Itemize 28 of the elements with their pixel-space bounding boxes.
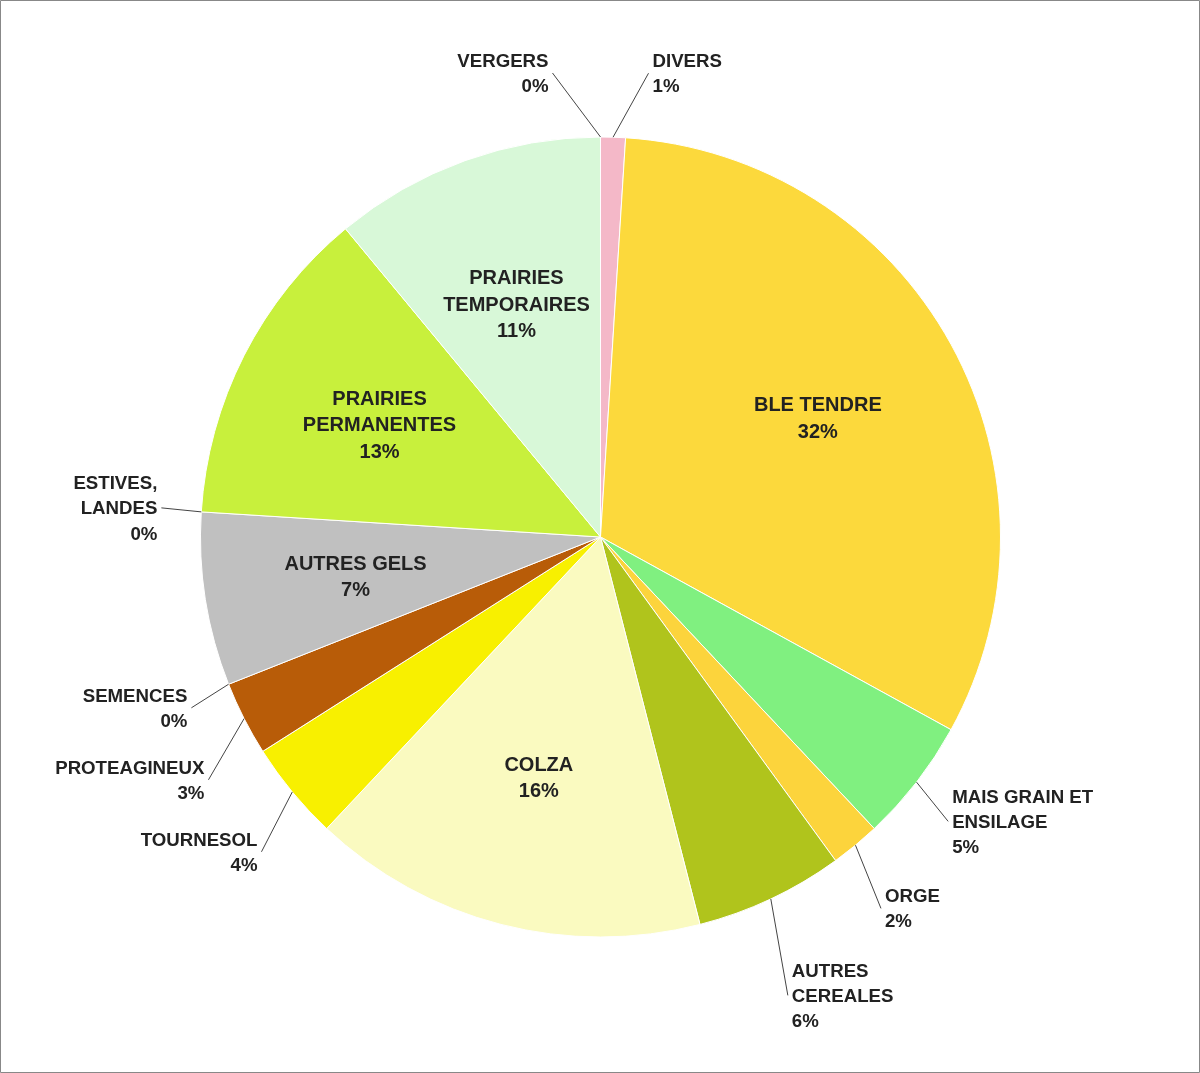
data-label: 16% <box>518 779 560 802</box>
slice-label: COLZA <box>504 753 574 776</box>
slice-label: MAIS GRAIN ET ENSILAGE <box>952 785 1094 832</box>
text: 0% <box>130 522 158 544</box>
slice-label: PRAIRIES TEMPORAIRES <box>443 266 590 315</box>
slice-label: AUTRES CEREALES <box>791 959 894 1006</box>
category-label: ESTIVES, LANDES <box>73 472 158 519</box>
slice-label: PRAIRIES PERMANENTES <box>302 387 457 436</box>
slice-label: BLE TENDRE <box>753 393 882 416</box>
data-label: 1% <box>652 75 680 97</box>
slice-label: DIVERS <box>652 50 722 72</box>
text: 0% <box>521 75 549 97</box>
slice-label: AUTRES GELS <box>284 551 427 574</box>
category-label: VERGERS <box>457 49 549 71</box>
data-label: 6% <box>791 1010 820 1032</box>
data-label: 11% <box>497 319 537 342</box>
data-label: 2% <box>884 910 913 932</box>
data-label: 4% <box>230 853 258 875</box>
slice-label: TOURNESOL <box>140 828 258 850</box>
data-label: 7% <box>341 578 371 600</box>
data-label: 3% <box>177 781 205 803</box>
data-label: 13% <box>359 439 400 462</box>
legend-label: SEMENCES <box>82 684 188 706</box>
slice-label: PROTEAGINEUX <box>55 756 206 778</box>
data-label: 32% <box>797 419 839 442</box>
slice-label: ORGE <box>884 885 940 907</box>
text: 0% <box>160 709 188 731</box>
data-label: 5% <box>952 836 980 858</box>
